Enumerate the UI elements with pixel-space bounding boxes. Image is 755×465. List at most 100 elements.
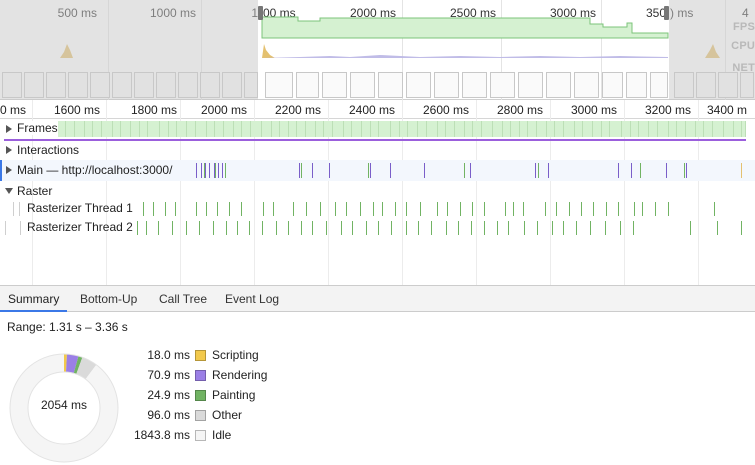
event-slice[interactable] bbox=[640, 163, 641, 178]
frames-track[interactable]: Frames bbox=[0, 119, 755, 140]
frame-cell[interactable] bbox=[408, 121, 418, 137]
event-slice[interactable] bbox=[576, 220, 577, 235]
frame-cell[interactable] bbox=[742, 121, 746, 137]
event-slice[interactable] bbox=[471, 220, 472, 235]
event-slice[interactable] bbox=[366, 220, 367, 235]
frame-cell[interactable] bbox=[102, 121, 113, 137]
event-slice[interactable] bbox=[714, 201, 715, 216]
tab-call-tree[interactable]: Call Tree bbox=[159, 292, 208, 306]
event-slice[interactable] bbox=[329, 163, 330, 178]
event-slice[interactable] bbox=[535, 163, 536, 178]
frame-cell[interactable] bbox=[85, 121, 93, 137]
frame-cell[interactable] bbox=[724, 121, 734, 137]
event-slice[interactable] bbox=[472, 201, 473, 216]
event-slice[interactable] bbox=[437, 201, 438, 216]
event-slice[interactable] bbox=[19, 201, 20, 216]
frame-cell[interactable] bbox=[583, 121, 593, 137]
event-slice[interactable] bbox=[262, 220, 263, 235]
event-slice[interactable] bbox=[196, 163, 197, 178]
event-slice[interactable] bbox=[633, 220, 634, 235]
event-slice[interactable] bbox=[137, 220, 138, 235]
event-slice[interactable] bbox=[237, 220, 238, 235]
frame-cell[interactable] bbox=[696, 121, 704, 137]
event-slice[interactable] bbox=[273, 201, 274, 216]
event-slice[interactable] bbox=[165, 201, 166, 216]
event-slice[interactable] bbox=[631, 163, 632, 178]
frame-cell[interactable] bbox=[262, 121, 272, 137]
event-slice[interactable] bbox=[552, 220, 553, 235]
frame-cell[interactable] bbox=[658, 121, 669, 137]
frame-cell[interactable] bbox=[297, 121, 306, 137]
event-slice[interactable] bbox=[222, 163, 223, 178]
frame-cell[interactable] bbox=[622, 121, 631, 137]
event-slice[interactable] bbox=[447, 201, 448, 216]
frame-cell[interactable] bbox=[704, 121, 713, 137]
event-slice[interactable] bbox=[484, 201, 485, 216]
event-slice[interactable] bbox=[655, 201, 656, 216]
frame-cell[interactable] bbox=[473, 121, 482, 137]
event-slice[interactable] bbox=[569, 201, 570, 216]
frame-cell[interactable] bbox=[306, 121, 316, 137]
event-slice[interactable] bbox=[460, 201, 461, 216]
event-slice[interactable] bbox=[158, 220, 159, 235]
frame-cell[interactable] bbox=[333, 121, 344, 137]
event-slice[interactable] bbox=[205, 163, 206, 178]
frame-cell[interactable] bbox=[593, 121, 602, 137]
frame-cell[interactable] bbox=[207, 121, 215, 137]
event-slice[interactable] bbox=[368, 163, 369, 178]
event-slice[interactable] bbox=[464, 163, 465, 178]
event-slice[interactable] bbox=[215, 163, 216, 178]
frame-cell[interactable] bbox=[575, 121, 583, 137]
event-slice[interactable] bbox=[378, 220, 379, 235]
event-slice[interactable] bbox=[741, 163, 742, 178]
selection-handle-right[interactable] bbox=[664, 6, 669, 20]
event-slice[interactable] bbox=[306, 201, 307, 216]
collapse-icon[interactable] bbox=[5, 188, 13, 194]
frame-cell[interactable] bbox=[66, 121, 75, 137]
event-slice[interactable] bbox=[373, 201, 374, 216]
frame-cell[interactable] bbox=[187, 121, 196, 137]
event-slice[interactable] bbox=[581, 201, 582, 216]
rasterizer-thread-1[interactable]: Rasterizer Thread 1 bbox=[0, 198, 755, 219]
event-slice[interactable] bbox=[431, 220, 432, 235]
frame-cell[interactable] bbox=[196, 121, 207, 137]
frame-cell[interactable] bbox=[677, 121, 686, 137]
event-slice[interactable] bbox=[201, 163, 202, 178]
frame-cell[interactable] bbox=[75, 121, 85, 137]
frame-cell[interactable] bbox=[140, 121, 148, 137]
event-slice[interactable] bbox=[513, 201, 514, 216]
event-slice[interactable] bbox=[229, 201, 230, 216]
event-slice[interactable] bbox=[335, 201, 336, 216]
event-slice[interactable] bbox=[420, 201, 421, 216]
event-slice[interactable] bbox=[20, 220, 21, 235]
tab-event-log[interactable]: Event Log bbox=[225, 292, 280, 306]
event-slice[interactable] bbox=[458, 220, 459, 235]
event-slice[interactable] bbox=[406, 201, 407, 216]
event-slice[interactable] bbox=[288, 220, 289, 235]
event-slice[interactable] bbox=[395, 201, 396, 216]
event-slice[interactable] bbox=[470, 163, 471, 178]
frame-cell[interactable] bbox=[93, 121, 102, 137]
event-slice[interactable] bbox=[143, 201, 144, 216]
event-slice[interactable] bbox=[668, 201, 669, 216]
event-slice[interactable] bbox=[146, 220, 147, 235]
event-slice[interactable] bbox=[390, 163, 391, 178]
frame-cell[interactable] bbox=[169, 121, 177, 137]
frame-cell[interactable] bbox=[224, 121, 234, 137]
frame-cell[interactable] bbox=[686, 121, 696, 137]
frame-cell[interactable] bbox=[272, 121, 280, 137]
event-slice[interactable] bbox=[360, 201, 361, 216]
event-slice[interactable] bbox=[717, 220, 718, 235]
event-slice[interactable] bbox=[352, 220, 353, 235]
event-slice[interactable] bbox=[263, 201, 264, 216]
event-slice[interactable] bbox=[153, 201, 154, 216]
frame-cell[interactable] bbox=[610, 121, 622, 137]
frame-cell[interactable] bbox=[438, 121, 446, 137]
event-slice[interactable] bbox=[605, 220, 606, 235]
frame-cell[interactable] bbox=[324, 121, 333, 137]
event-slice[interactable] bbox=[299, 163, 300, 178]
event-slice[interactable] bbox=[301, 220, 302, 235]
event-slice[interactable] bbox=[684, 163, 685, 178]
frame-cell[interactable] bbox=[520, 121, 528, 137]
event-slice[interactable] bbox=[634, 201, 635, 216]
